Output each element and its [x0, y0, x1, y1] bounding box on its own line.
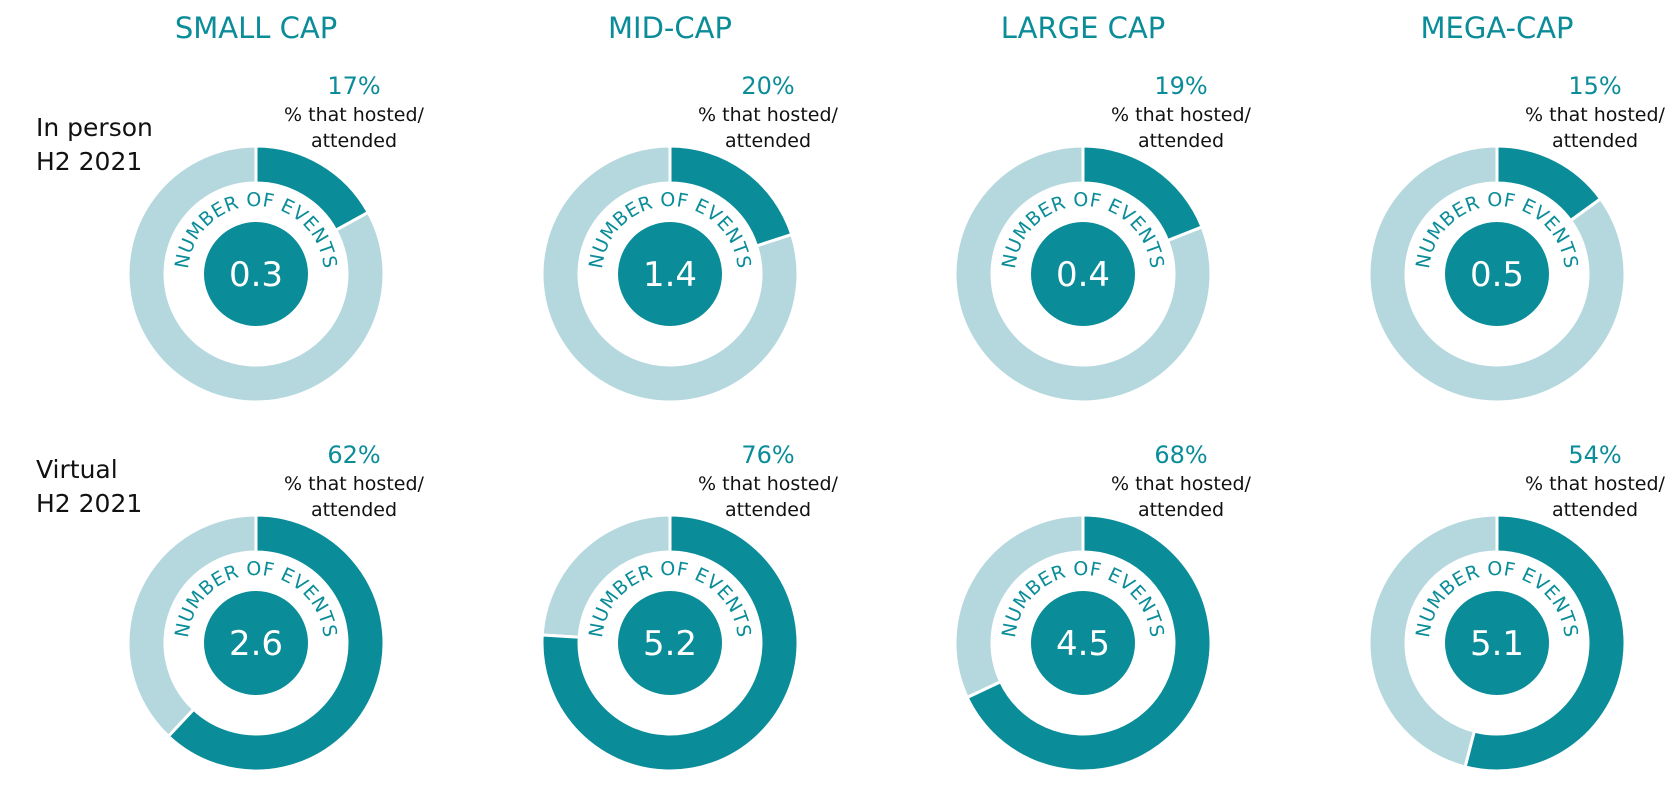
- donut-hosted-segment: [668, 144, 794, 248]
- column-header: MID-CAP: [608, 11, 732, 45]
- percent-label: 19%: [1154, 72, 1207, 100]
- donut-remainder-segment: [1367, 144, 1627, 404]
- row-label-line2: H2 2021: [36, 147, 142, 176]
- events-dot: [204, 591, 308, 695]
- percent-label: 68%: [1154, 441, 1207, 469]
- events-value: 0.4: [1056, 255, 1110, 295]
- row-label-line2: H2 2021: [36, 489, 142, 518]
- caption-line1: % that hosted/: [698, 473, 838, 495]
- donut-hosted-segment: [965, 513, 1213, 773]
- caption-line1: % that hosted/: [1111, 104, 1251, 126]
- caption-line1: % that hosted/: [1525, 473, 1665, 495]
- events-value: 0.3: [229, 255, 283, 295]
- percent-label: 62%: [327, 441, 380, 469]
- caption-line2: attended: [1552, 499, 1638, 521]
- caption-line2: attended: [725, 130, 811, 152]
- donut-hosted-segment: [166, 513, 386, 773]
- donut-hosted-segment: [254, 144, 371, 233]
- caption-line1: % that hosted/: [1525, 104, 1665, 126]
- events-dot: [204, 222, 308, 326]
- events-dot: [1445, 591, 1549, 695]
- events-value: 5.1: [1470, 624, 1524, 664]
- donut-remainder-segment: [126, 144, 386, 404]
- events-value: 5.2: [643, 624, 697, 664]
- column-header: SMALL CAP: [175, 11, 337, 45]
- caption-line2: attended: [1552, 130, 1638, 152]
- percent-label: 54%: [1568, 441, 1621, 469]
- donut-remainder-segment: [126, 513, 258, 739]
- donut-hosted-segment: [1081, 144, 1204, 243]
- events-dot: [1031, 591, 1135, 695]
- caption-line2: attended: [725, 499, 811, 521]
- events-dot: [1031, 222, 1135, 326]
- events-value: 1.4: [643, 255, 697, 295]
- caption-line2: attended: [1138, 130, 1224, 152]
- events-value: 2.6: [229, 624, 283, 664]
- events-dot: [618, 591, 722, 695]
- column-header: LARGE CAP: [1001, 11, 1165, 45]
- donut-remainder-segment: [953, 144, 1213, 404]
- percent-label: 76%: [741, 441, 794, 469]
- donut-hosted-segment: [1495, 144, 1603, 223]
- caption-line1: % that hosted/: [284, 104, 424, 126]
- row-label-line1: Virtual: [36, 455, 118, 484]
- events-value: 0.5: [1470, 255, 1524, 295]
- caption-line1: % that hosted/: [284, 473, 424, 495]
- column-header: MEGA-CAP: [1420, 11, 1573, 45]
- row-label-line1: In person: [36, 113, 153, 142]
- donut-remainder-segment: [540, 144, 800, 404]
- percent-label: 20%: [741, 72, 794, 100]
- caption-line1: % that hosted/: [698, 104, 838, 126]
- donut-remainder-segment: [1367, 513, 1499, 769]
- caption-line2: attended: [1138, 499, 1224, 521]
- events-dot: [618, 222, 722, 326]
- caption-line1: % that hosted/: [1111, 473, 1251, 495]
- events-dot: [1445, 222, 1549, 326]
- caption-line2: attended: [311, 130, 397, 152]
- donut-hosted-segment: [540, 513, 800, 773]
- caption-line2: attended: [311, 499, 397, 521]
- events-value: 4.5: [1056, 624, 1110, 664]
- donut-hosted-segment: [1463, 513, 1627, 773]
- percent-label: 17%: [327, 72, 380, 100]
- percent-label: 15%: [1568, 72, 1621, 100]
